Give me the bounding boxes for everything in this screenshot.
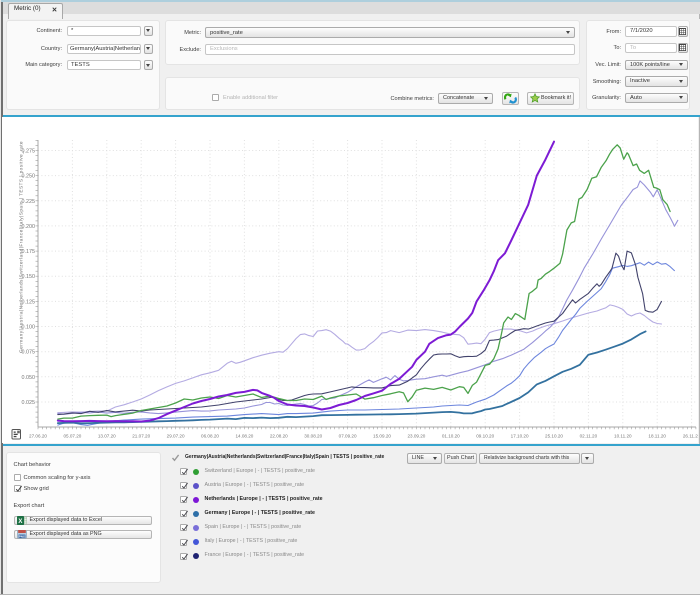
- svg-text:0.250: 0.250: [22, 174, 36, 180]
- svg-text:0.125: 0.125: [22, 299, 36, 305]
- svg-text:05.07.20: 05.07.20: [63, 434, 81, 439]
- svg-text:01.10.20: 01.10.20: [442, 434, 460, 439]
- svg-text:10.11.20: 10.11.20: [614, 434, 632, 439]
- svg-text:18.11.20: 18.11.20: [648, 434, 666, 439]
- svg-text:25.10.20: 25.10.20: [545, 434, 563, 439]
- svg-text:02.11.20: 02.11.20: [580, 434, 598, 439]
- svg-text:PNG: PNG: [18, 534, 25, 538]
- svg-text:0.200: 0.200: [22, 224, 36, 230]
- svg-text:0.275: 0.275: [22, 149, 36, 155]
- svg-text:15.09.20: 15.09.20: [373, 434, 391, 439]
- svg-text:0.100: 0.100: [22, 325, 36, 331]
- svg-text:22.08.20: 22.08.20: [270, 434, 288, 439]
- svg-text:0.175: 0.175: [22, 249, 36, 255]
- svg-text:13.07.20: 13.07.20: [98, 434, 116, 439]
- svg-text:29.07.20: 29.07.20: [167, 434, 185, 439]
- svg-text:07.09.20: 07.09.20: [339, 434, 357, 439]
- svg-text:X: X: [18, 519, 22, 525]
- svg-text:0.050: 0.050: [22, 375, 36, 381]
- svg-text:Germany|Austria|Netherlands|Sw: Germany|Austria|Netherlands|Switzerland|…: [19, 141, 25, 353]
- svg-text:23.09.20: 23.09.20: [407, 434, 425, 439]
- svg-text:26.11.20: 26.11.20: [683, 434, 698, 439]
- svg-text:21.07.20: 21.07.20: [132, 434, 150, 439]
- svg-text:06.08.20: 06.08.20: [201, 434, 219, 439]
- svg-text:0.075: 0.075: [22, 350, 36, 356]
- svg-text:0.225: 0.225: [22, 199, 36, 205]
- svg-text:0.150: 0.150: [22, 274, 36, 280]
- svg-text:17.10.20: 17.10.20: [511, 434, 529, 439]
- svg-text:27.06.20: 27.06.20: [29, 434, 47, 439]
- svg-text:30.08.20: 30.08.20: [304, 434, 322, 439]
- svg-text:0.025: 0.025: [22, 400, 36, 406]
- svg-text:09.10.20: 09.10.20: [476, 434, 494, 439]
- svg-text:14.08.20: 14.08.20: [235, 434, 253, 439]
